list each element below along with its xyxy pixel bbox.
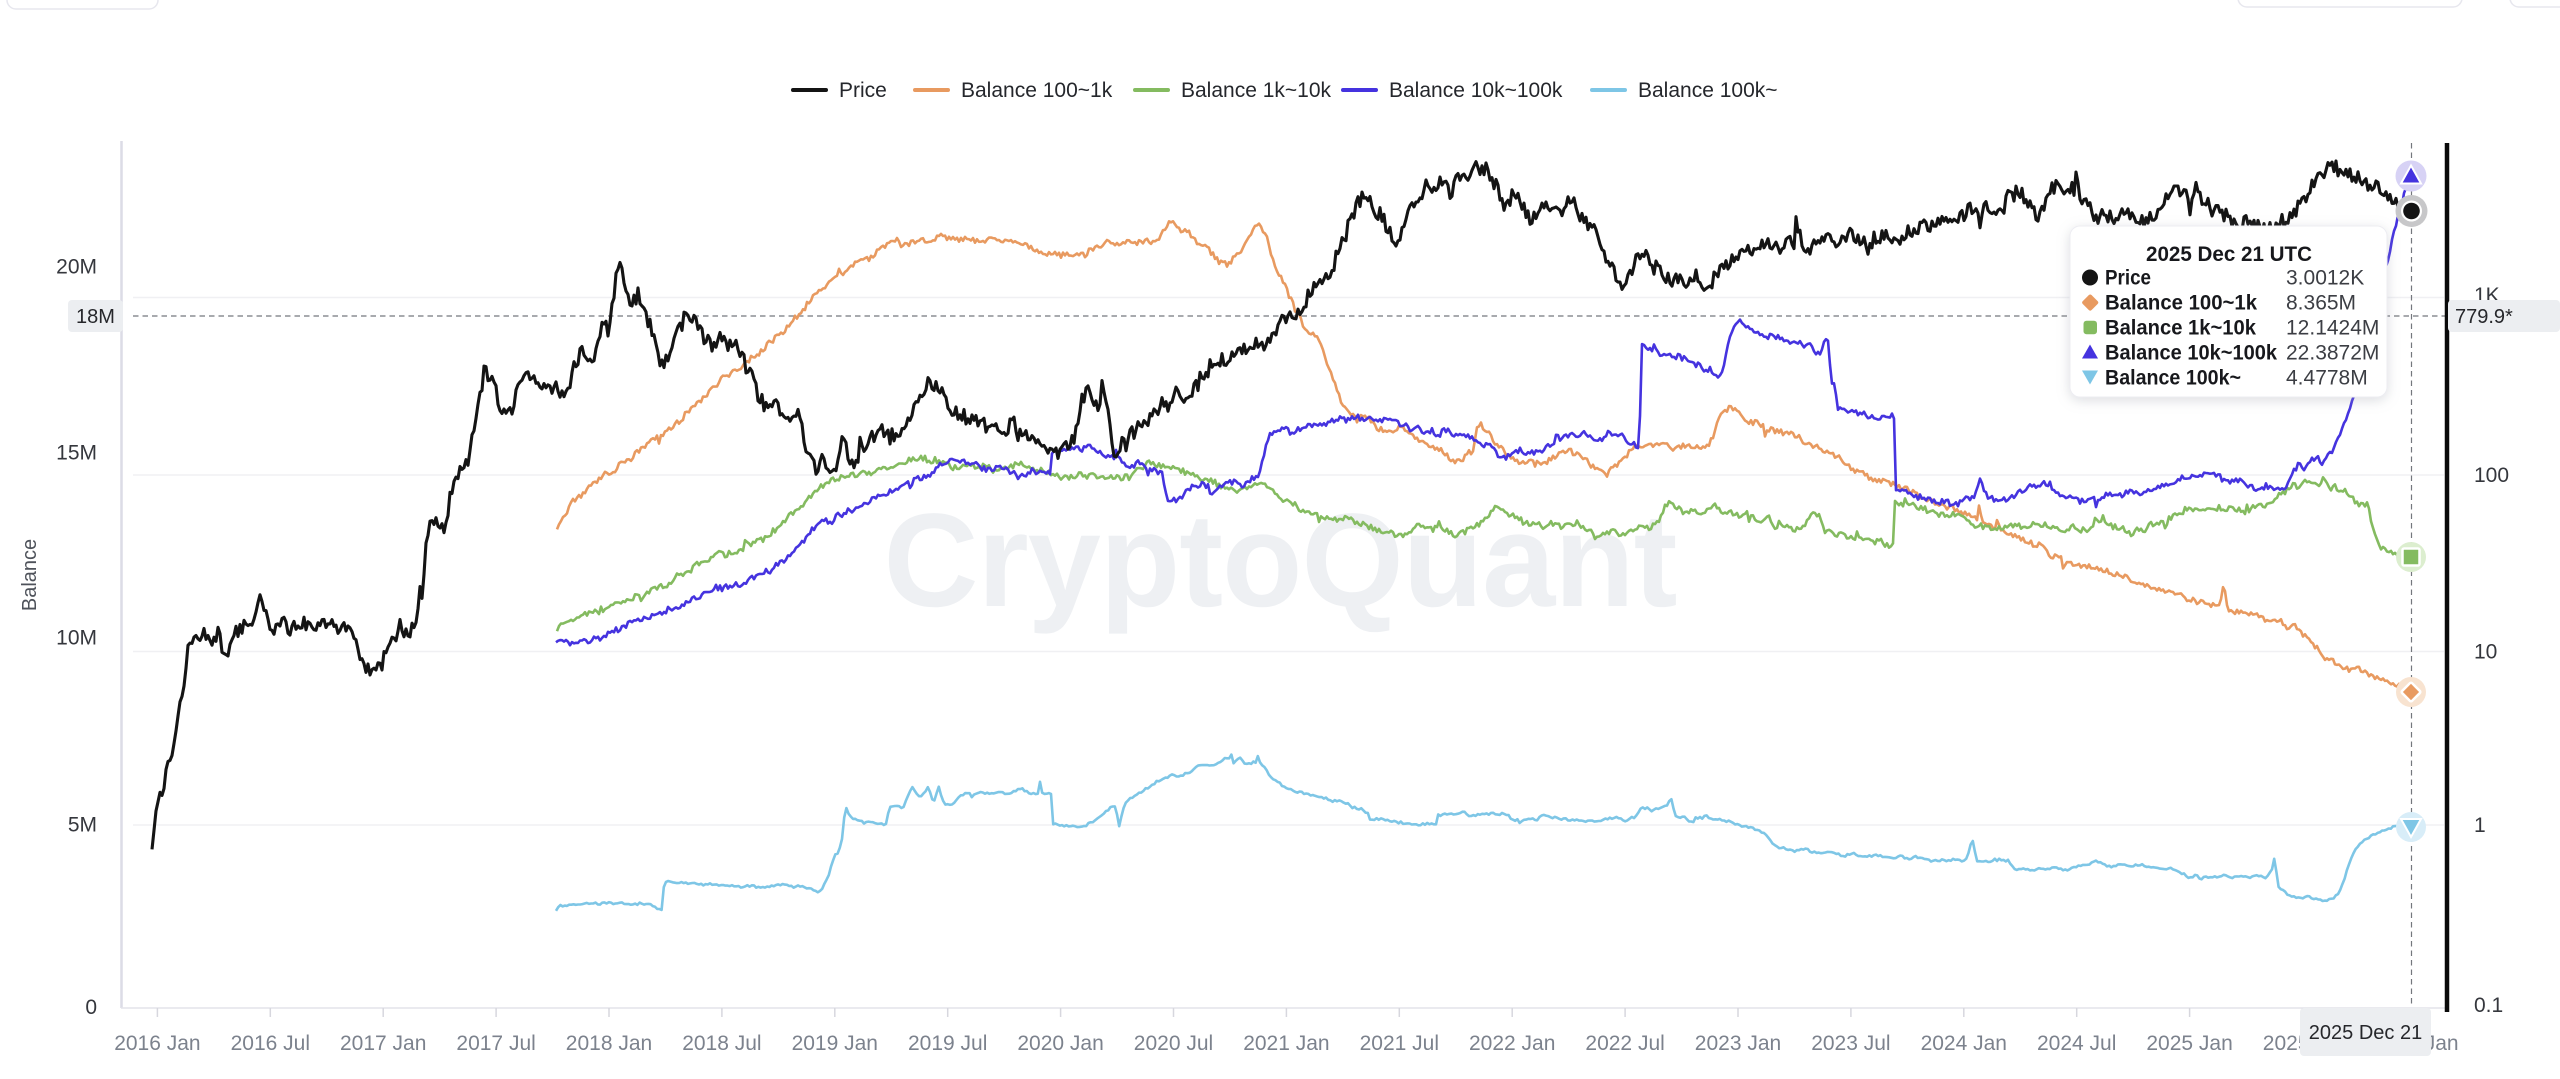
svg-text:2016 Jan: 2016 Jan: [114, 1032, 200, 1055]
svg-text:8.365M: 8.365M: [2286, 292, 2356, 315]
svg-text:3.0012K: 3.0012K: [2286, 267, 2364, 290]
svg-text:2025 Jan: 2025 Jan: [2146, 1032, 2232, 1055]
svg-text:2016 Jul: 2016 Jul: [231, 1032, 310, 1055]
svg-text:0.1: 0.1: [2474, 994, 2503, 1017]
svg-text:18M: 18M: [76, 306, 115, 328]
svg-text:2022 Jul: 2022 Jul: [1585, 1032, 1664, 1055]
svg-text:Balance: Balance: [19, 539, 41, 611]
svg-text:Balance 1k~10k: Balance 1k~10k: [2105, 317, 2256, 340]
svg-text:100: 100: [2474, 464, 2509, 487]
svg-text:Balance 100k~: Balance 100k~: [1638, 79, 1778, 102]
svg-text:10: 10: [2474, 641, 2497, 664]
svg-text:2021 Jul: 2021 Jul: [1360, 1032, 1439, 1055]
svg-text:Price: Price: [839, 79, 887, 102]
svg-text:2024 Jul: 2024 Jul: [2037, 1032, 2116, 1055]
svg-text:779.9*: 779.9*: [2455, 306, 2513, 328]
svg-text:Price: Price: [2105, 267, 2151, 290]
svg-text:2017 Jul: 2017 Jul: [456, 1032, 535, 1055]
svg-text:Balance 100~1k: Balance 100~1k: [2105, 292, 2257, 315]
svg-text:Balance 100k~: Balance 100k~: [2105, 367, 2241, 390]
svg-text:20M: 20M: [56, 256, 97, 279]
svg-text:2020 Jan: 2020 Jan: [1017, 1032, 1103, 1055]
svg-text:2020 Jul: 2020 Jul: [1134, 1032, 1213, 1055]
svg-text:4.4778M: 4.4778M: [2286, 367, 2368, 390]
svg-text:2025 Dec 21: 2025 Dec 21: [2309, 1022, 2422, 1044]
svg-text:2022 Jan: 2022 Jan: [1469, 1032, 1555, 1055]
svg-text:2019 Jul: 2019 Jul: [908, 1032, 987, 1055]
svg-text:12.1424M: 12.1424M: [2286, 317, 2379, 340]
svg-text:2018 Jul: 2018 Jul: [682, 1032, 761, 1055]
svg-text:Balance 10k~100k: Balance 10k~100k: [1389, 79, 1563, 102]
svg-text:1: 1: [2474, 814, 2486, 837]
svg-text:0: 0: [85, 996, 97, 1019]
svg-text:CryptoQuant: CryptoQuant: [884, 487, 1677, 635]
svg-text:2021 Jan: 2021 Jan: [1243, 1032, 1329, 1055]
svg-text:Balance 100~1k: Balance 100~1k: [961, 79, 1113, 102]
svg-text:2023 Jan: 2023 Jan: [1695, 1032, 1781, 1055]
svg-text:5M: 5M: [68, 814, 97, 837]
svg-text:2025 Dec 21 UTC: 2025 Dec 21 UTC: [2146, 242, 2312, 266]
svg-text:2023 Jul: 2023 Jul: [1811, 1032, 1890, 1055]
svg-text:2019 Jan: 2019 Jan: [792, 1032, 878, 1055]
svg-text:2017 Jan: 2017 Jan: [340, 1032, 426, 1055]
svg-text:2024 Jan: 2024 Jan: [1921, 1032, 2007, 1055]
svg-text:10M: 10M: [56, 627, 97, 650]
svg-text:15M: 15M: [56, 442, 97, 465]
svg-text:22.3872M: 22.3872M: [2286, 342, 2379, 365]
svg-text:2018 Jan: 2018 Jan: [566, 1032, 652, 1055]
svg-text:Balance 1k~10k: Balance 1k~10k: [1181, 79, 1332, 102]
svg-text:Balance 10k~100k: Balance 10k~100k: [2105, 342, 2277, 365]
